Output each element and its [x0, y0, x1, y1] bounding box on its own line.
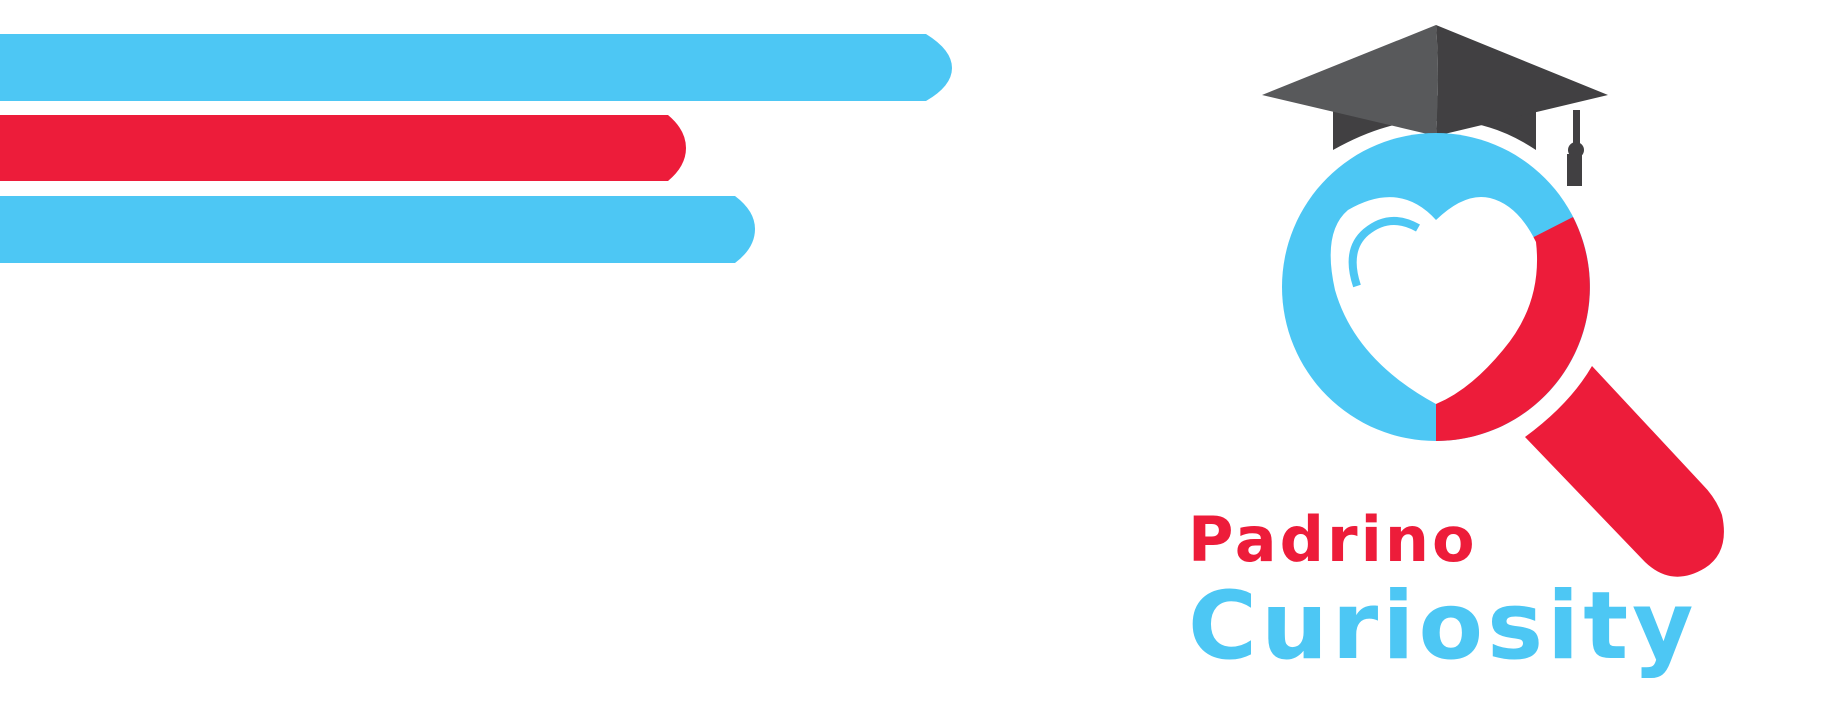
decorative-stripes [0, 34, 952, 263]
brand-wordmark: Padrino Curiosity [1188, 505, 1708, 705]
brand-name-curiosity: Curiosity [1188, 572, 1698, 681]
stripe-middle-red [0, 115, 686, 181]
logo-graphic [1262, 25, 1724, 577]
brand-name-padrino: Padrino [1188, 503, 1478, 576]
stripe-bottom-blue [0, 196, 755, 263]
graduation-cap-icon [1262, 25, 1608, 186]
heart-icon [1330, 196, 1538, 404]
stripe-top-blue [0, 34, 952, 101]
